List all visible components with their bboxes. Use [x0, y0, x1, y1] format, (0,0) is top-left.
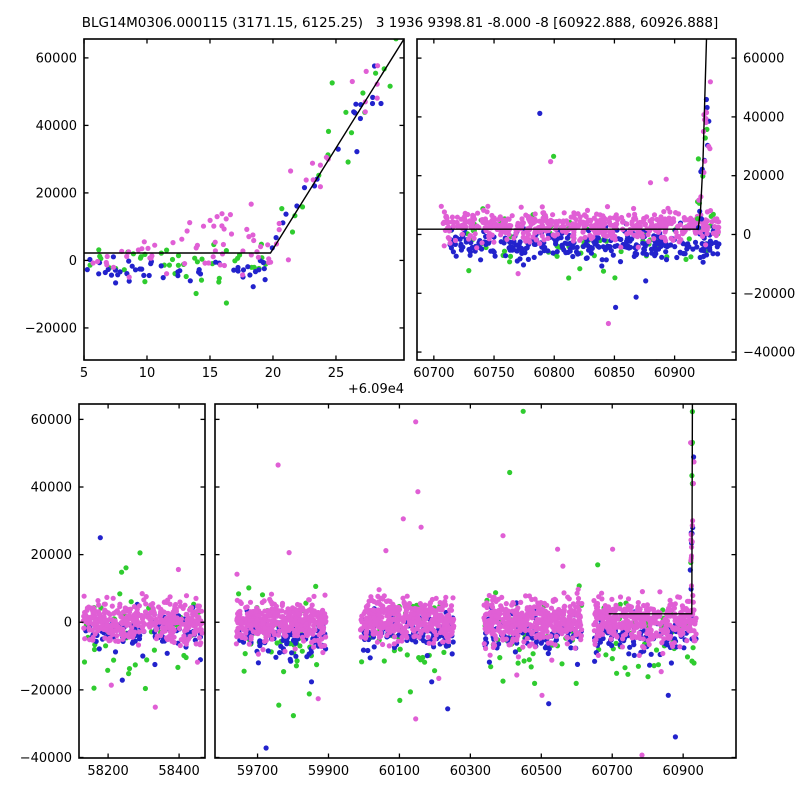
x-tick-label: 60700	[413, 366, 454, 381]
y-tick-label: −20000	[743, 287, 795, 302]
y-tick-label: −20000	[25, 321, 77, 336]
panels-root: 5 10 15 20 25+6.09e4−20000020000400006000060…	[20, 38, 795, 779]
panel-top-right-season: 60700 60750 60800 60850 60900 −40000 −20000 0 20…	[413, 38, 795, 381]
axis-ticks-and-labels: 59700 59900 60100 60300 60500 60700 60900	[215, 404, 736, 779]
x-tick-label: 20	[265, 366, 282, 381]
x-axis-offset-text: +6.09e4	[348, 382, 404, 397]
y-tick-label: 40000	[31, 481, 72, 496]
model-fit-line	[84, 39, 404, 254]
panel-bottom-left-early-seasons: 58200 58400 −40000 −20000 0 20000 40000 60000	[20, 403, 206, 779]
y-tick-label: 20000	[36, 186, 77, 201]
axes-spines	[83, 38, 405, 361]
y-tick-label: 20000	[31, 548, 72, 563]
x-tick-label: 59700	[237, 764, 278, 779]
x-tick-label: 60800	[534, 366, 575, 381]
x-tick-label: 60100	[379, 764, 420, 779]
scatter-points	[438, 79, 722, 360]
y-tick-label: 40000	[36, 119, 77, 134]
axes-spines	[78, 403, 206, 759]
x-tick-label: 59900	[308, 764, 349, 779]
axes-spines	[416, 38, 737, 361]
x-tick-label: 60850	[594, 366, 635, 381]
x-tick-label: 60750	[473, 366, 514, 381]
y-tick-label: 20000	[743, 169, 784, 184]
model-fit-line	[608, 404, 694, 615]
scatter-points	[233, 408, 699, 758]
y-tick-label: 40000	[743, 110, 784, 125]
x-tick-label: 60700	[592, 764, 633, 779]
x-tick-label: 60900	[663, 764, 704, 779]
axis-ticks-and-labels: 58200 58400 −40000 −20000 0 20000 40000 60000	[20, 404, 205, 779]
axis-ticks-and-labels: 60700 60750 60800 60850 60900 −40000 −20000 0 20…	[413, 39, 795, 381]
axis-ticks-and-labels: 5 10 15 20 25+6.09e4 −20000 0 20000 40000 60000	[25, 39, 404, 397]
x-tick-label: 60900	[654, 366, 695, 381]
scatter-points	[84, 39, 399, 306]
axes-spines	[214, 403, 737, 759]
x-tick-label: 25	[328, 366, 345, 381]
x-tick-label: 58400	[158, 764, 199, 779]
x-tick-label: 58200	[87, 764, 128, 779]
y-tick-label: 0	[64, 616, 72, 631]
y-tick-label: 0	[743, 228, 751, 243]
x-tick-label: 5	[80, 366, 88, 381]
x-tick-label: 60500	[521, 764, 562, 779]
y-tick-label: 60000	[31, 413, 72, 428]
x-tick-label: 15	[202, 366, 219, 381]
x-tick-label: 10	[139, 366, 156, 381]
model-fit-line	[417, 39, 708, 230]
panel-top-left-zoom: 5 10 15 20 25+6.09e4 −20000 0 20000 40000 60000	[25, 38, 405, 397]
y-tick-label: 0	[69, 254, 77, 269]
y-tick-label: 60000	[743, 52, 784, 67]
y-tick-label: −20000	[20, 683, 72, 698]
panel-bottom-right-recent-seasons: 59700 59900 60100 60300 60500 60700 60900	[214, 403, 737, 779]
y-tick-label: −40000	[743, 346, 795, 361]
y-tick-label: 60000	[36, 51, 77, 66]
chart-title: BLG14M0306.000115 (3171.15, 6125.25) 3 1…	[81, 15, 719, 31]
y-tick-label: −40000	[20, 751, 72, 766]
x-tick-label: 60300	[450, 764, 491, 779]
scatter-points	[80, 535, 205, 710]
